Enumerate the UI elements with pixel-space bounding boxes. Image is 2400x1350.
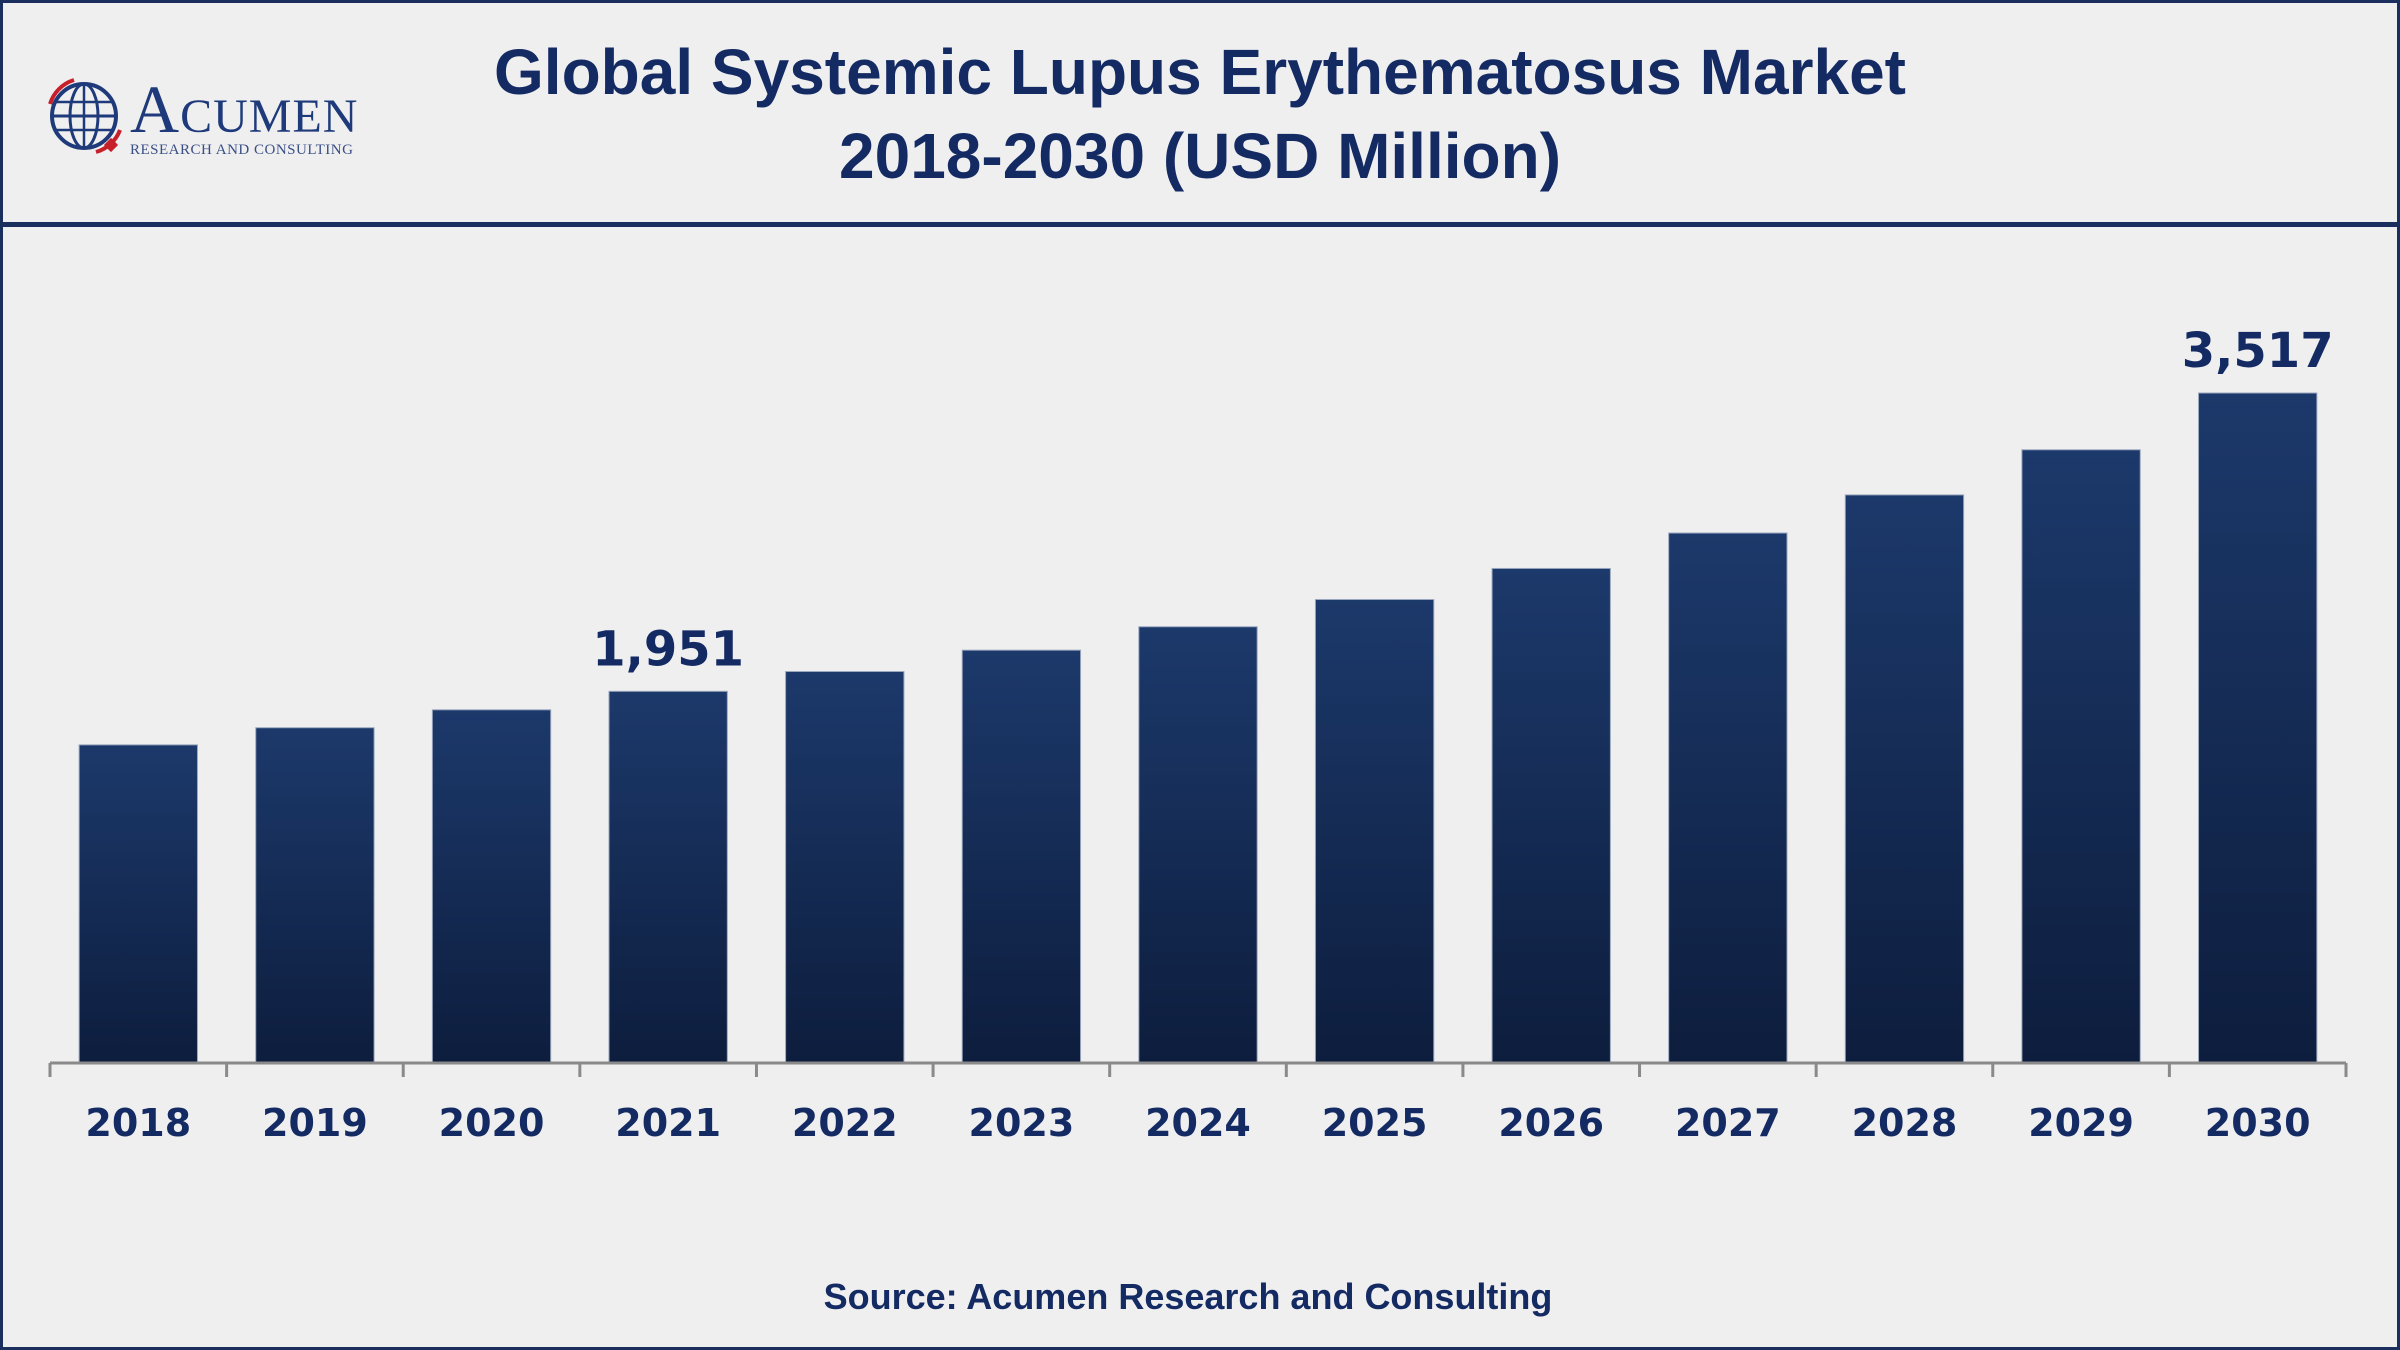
logo-wordmark: Acumen: [130, 71, 359, 147]
chart-title-line-1: Global Systemic Lupus Erythematosus Mark…: [494, 36, 1906, 108]
data-label-2030: 3,517: [2182, 323, 2334, 379]
x-axis: 2018 2019 2020 2021 2022 2023 2024 2025 2026 2027…: [48, 1061, 2348, 1145]
bar-2018: [78, 744, 198, 1064]
x-tick-label-2023: 2023: [969, 1101, 1075, 1145]
bar-2025: [1314, 599, 1435, 1064]
x-tick-label-2019: 2019: [262, 1101, 368, 1145]
bar-2021: [608, 690, 728, 1064]
bar-2028: [1844, 494, 1965, 1064]
x-tick-label-2026: 2026: [1498, 1101, 1604, 1145]
chart-title: Global Systemic Lupus Erythematosus Mark…: [380, 30, 2020, 198]
x-tick-label-2030: 2030: [2205, 1101, 2311, 1145]
bar-2019: [255, 727, 375, 1064]
bar-2029: [2021, 449, 2141, 1064]
x-tick-label-2024: 2024: [1145, 1101, 1251, 1145]
bar-2026: [1491, 567, 1611, 1064]
data-label-2021: 1,951: [592, 621, 744, 677]
x-tick-label-2027: 2027: [1675, 1101, 1781, 1145]
bar-2022: [785, 671, 905, 1064]
x-tick-label-2021: 2021: [615, 1101, 721, 1145]
bar-2030: [2198, 392, 2318, 1064]
x-tick-label-2018: 2018: [85, 1101, 191, 1145]
x-tick-label-2022: 2022: [792, 1101, 898, 1145]
bar-2020: [431, 709, 552, 1064]
x-tick-label-2020: 2020: [439, 1101, 545, 1145]
bar-series: [78, 392, 2318, 1064]
x-tick-label-2028: 2028: [1852, 1101, 1958, 1145]
bar-2027: [1668, 532, 1788, 1064]
data-labels: 1,951 3,517: [592, 323, 2333, 677]
source-note: Source: Acumen Research and Consulting: [823, 1276, 1553, 1317]
chart-title-line-2: 2018-2030 (USD Million): [839, 120, 1561, 192]
globe-logo-icon: [48, 78, 122, 154]
x-tick-label-2025: 2025: [1322, 1101, 1428, 1145]
logo-subtitle: RESEARCH AND CONSULTING: [130, 142, 354, 158]
header-divider: [0, 222, 2400, 227]
bar-2023: [961, 649, 1082, 1064]
x-tick-label-2029: 2029: [2028, 1101, 2134, 1145]
bar-2024: [1138, 626, 1258, 1064]
company-logo: Acumen RESEARCH AND CONSULTING: [44, 70, 384, 170]
